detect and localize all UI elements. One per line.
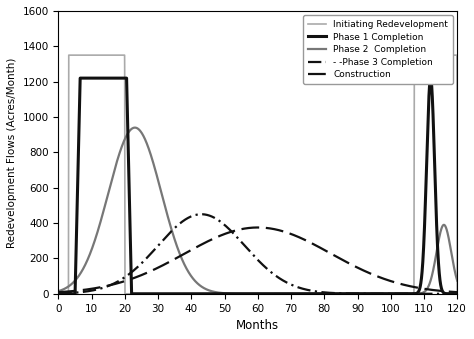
Y-axis label: Redevelopment Flows (Acres/Month): Redevelopment Flows (Acres/Month) xyxy=(7,57,17,247)
X-axis label: Months: Months xyxy=(236,319,279,332)
Legend: Initiating Redevelopment, Phase 1 Completion, Phase 2  Completion, - -Phase 3 Co: Initiating Redevelopment, Phase 1 Comple… xyxy=(303,16,453,84)
